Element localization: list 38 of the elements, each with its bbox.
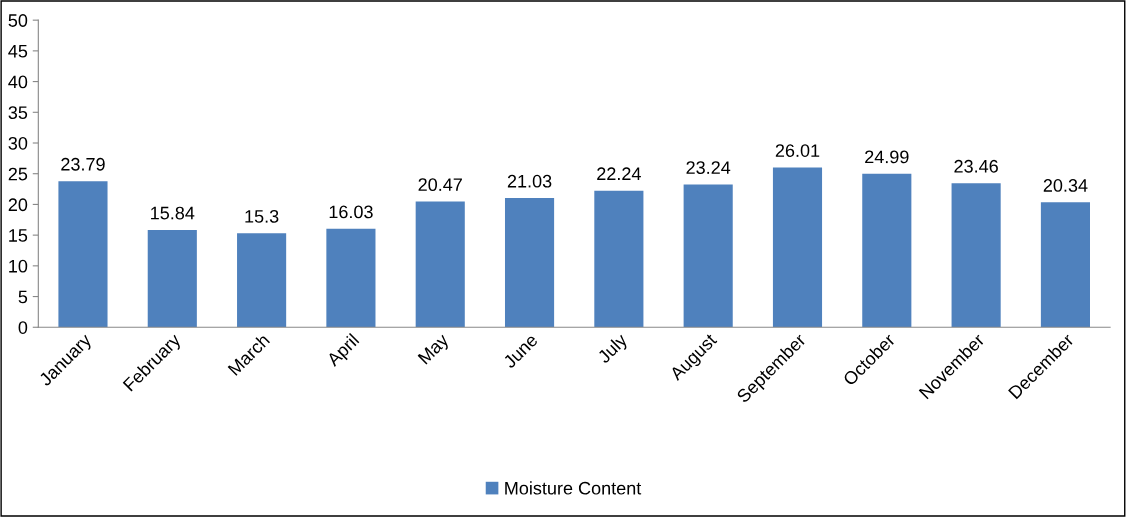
x-tick-label: May: [417, 332, 453, 368]
bar: [1040, 202, 1090, 328]
data-label: 15.84: [151, 206, 195, 220]
bar: [326, 228, 376, 328]
data-label: 23.79: [61, 157, 105, 171]
x-tick-label: July: [596, 332, 631, 367]
y-tick-label: 20: [8, 198, 28, 212]
data-label: 15.3: [245, 209, 279, 223]
data-label: 23.46: [954, 159, 998, 173]
data-label: 20.47: [418, 178, 462, 192]
y-tick-label: 45: [8, 44, 28, 58]
y-tick-label: 0: [18, 321, 28, 334]
bar: [147, 229, 197, 328]
bar: [58, 181, 108, 328]
y-tick-label: 50: [8, 14, 28, 27]
bar: [504, 198, 555, 328]
bar: [951, 183, 1001, 328]
data-label: 16.03: [329, 205, 373, 219]
y-tick-label: 30: [8, 136, 28, 150]
y-tick-label: 10: [9, 259, 28, 273]
y-tick-label: 40: [8, 75, 28, 89]
y-tick-label: 25: [8, 167, 28, 181]
bar: [772, 167, 823, 328]
bar: [862, 173, 912, 328]
data-label: 22.24: [597, 167, 641, 180]
data-label: 23.24: [686, 161, 731, 175]
y-tick-label: 35: [8, 106, 28, 120]
bar: [594, 190, 644, 328]
bar: [683, 184, 733, 328]
bar: [237, 233, 287, 328]
bar: [415, 201, 465, 328]
y-tick-label: 15: [9, 229, 28, 242]
legend-label: Moisture Content: [505, 481, 642, 495]
data-label: 24.99: [865, 150, 909, 164]
data-label: 26.01: [775, 144, 820, 157]
y-tick-label: 5: [18, 290, 28, 304]
data-label: 20.34: [1043, 179, 1088, 192]
data-label: 21.03: [507, 174, 552, 188]
